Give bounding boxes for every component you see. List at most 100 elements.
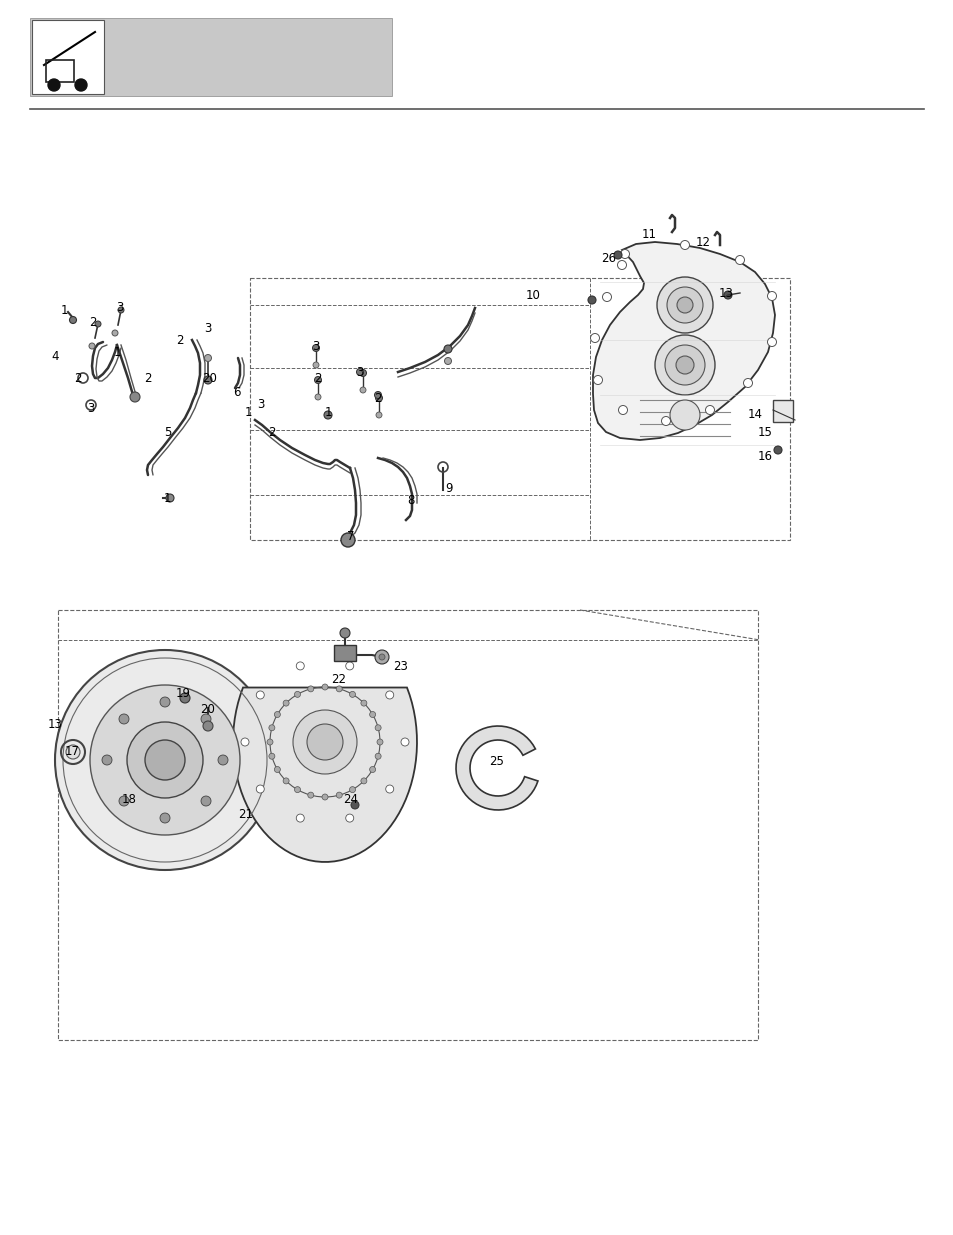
Circle shape: [294, 787, 300, 793]
Circle shape: [204, 354, 212, 362]
Circle shape: [444, 357, 451, 364]
Text: 2: 2: [268, 426, 275, 440]
Circle shape: [360, 778, 367, 784]
Circle shape: [70, 316, 76, 324]
Text: 3: 3: [88, 401, 94, 415]
Circle shape: [385, 785, 394, 793]
Circle shape: [345, 814, 354, 823]
Text: 22: 22: [331, 673, 346, 687]
Text: 13: 13: [718, 287, 733, 300]
Bar: [32, 20, 104, 94]
Text: 24: 24: [343, 794, 358, 806]
Circle shape: [664, 345, 704, 385]
Circle shape: [201, 797, 211, 806]
Text: 5: 5: [164, 426, 172, 438]
Text: 10: 10: [525, 289, 539, 301]
Circle shape: [307, 724, 343, 760]
Text: 3: 3: [204, 321, 212, 335]
Circle shape: [55, 650, 274, 869]
Circle shape: [66, 745, 80, 760]
Text: 3: 3: [257, 399, 264, 411]
Circle shape: [296, 662, 304, 669]
Circle shape: [127, 722, 203, 798]
Circle shape: [322, 684, 328, 690]
Text: 4: 4: [51, 351, 59, 363]
Circle shape: [180, 693, 190, 703]
Text: 14: 14: [747, 408, 761, 420]
Text: 2: 2: [144, 372, 152, 384]
Circle shape: [375, 725, 381, 731]
Circle shape: [375, 391, 381, 399]
Text: 11: 11: [640, 227, 656, 241]
Text: 15: 15: [757, 426, 772, 438]
Circle shape: [375, 753, 381, 760]
Circle shape: [602, 293, 611, 301]
Circle shape: [618, 405, 627, 415]
Circle shape: [773, 446, 781, 454]
Text: 19: 19: [175, 688, 191, 700]
Bar: [58, 610, 758, 1040]
Circle shape: [119, 714, 129, 724]
Circle shape: [274, 711, 280, 718]
Circle shape: [360, 700, 367, 706]
Circle shape: [443, 345, 452, 353]
Circle shape: [256, 690, 264, 699]
Text: 2: 2: [314, 372, 321, 384]
Circle shape: [294, 692, 300, 698]
Circle shape: [89, 343, 95, 350]
Circle shape: [130, 391, 140, 403]
Polygon shape: [456, 726, 537, 810]
Text: 1: 1: [60, 304, 68, 316]
Circle shape: [269, 753, 274, 760]
Circle shape: [75, 79, 87, 91]
Text: 1: 1: [113, 347, 121, 359]
Circle shape: [335, 685, 342, 692]
Circle shape: [145, 740, 185, 781]
Circle shape: [593, 375, 602, 384]
Circle shape: [201, 714, 211, 724]
Circle shape: [351, 802, 358, 809]
Bar: [30, 19, 392, 96]
Text: 3: 3: [116, 300, 124, 314]
Circle shape: [314, 377, 321, 384]
Circle shape: [322, 794, 328, 800]
Circle shape: [385, 690, 394, 699]
Circle shape: [359, 369, 366, 377]
Circle shape: [313, 345, 319, 352]
Circle shape: [95, 321, 101, 327]
Text: 20: 20: [202, 372, 217, 384]
Circle shape: [679, 241, 689, 249]
Text: 1: 1: [244, 406, 252, 420]
Circle shape: [241, 739, 249, 746]
Text: 2: 2: [176, 333, 184, 347]
Circle shape: [614, 251, 621, 259]
Circle shape: [590, 333, 598, 342]
Circle shape: [160, 697, 170, 706]
Circle shape: [369, 711, 375, 718]
Bar: [772, 400, 792, 422]
Circle shape: [705, 405, 714, 415]
Circle shape: [314, 394, 320, 400]
Circle shape: [617, 261, 626, 269]
Circle shape: [359, 387, 366, 393]
Circle shape: [369, 767, 375, 773]
Circle shape: [118, 308, 124, 312]
Circle shape: [48, 79, 60, 91]
Circle shape: [356, 368, 363, 375]
Circle shape: [90, 685, 240, 835]
Circle shape: [296, 814, 304, 823]
Circle shape: [203, 721, 213, 731]
Text: 1: 1: [163, 492, 171, 505]
Circle shape: [619, 249, 629, 258]
Text: 8: 8: [407, 494, 415, 506]
Circle shape: [112, 330, 118, 336]
Circle shape: [283, 700, 289, 706]
Polygon shape: [593, 242, 774, 440]
Bar: [250, 278, 789, 540]
Circle shape: [735, 256, 743, 264]
Circle shape: [313, 362, 318, 368]
Circle shape: [293, 710, 356, 774]
Circle shape: [256, 785, 264, 793]
Text: 9: 9: [445, 482, 453, 494]
Circle shape: [676, 356, 693, 374]
